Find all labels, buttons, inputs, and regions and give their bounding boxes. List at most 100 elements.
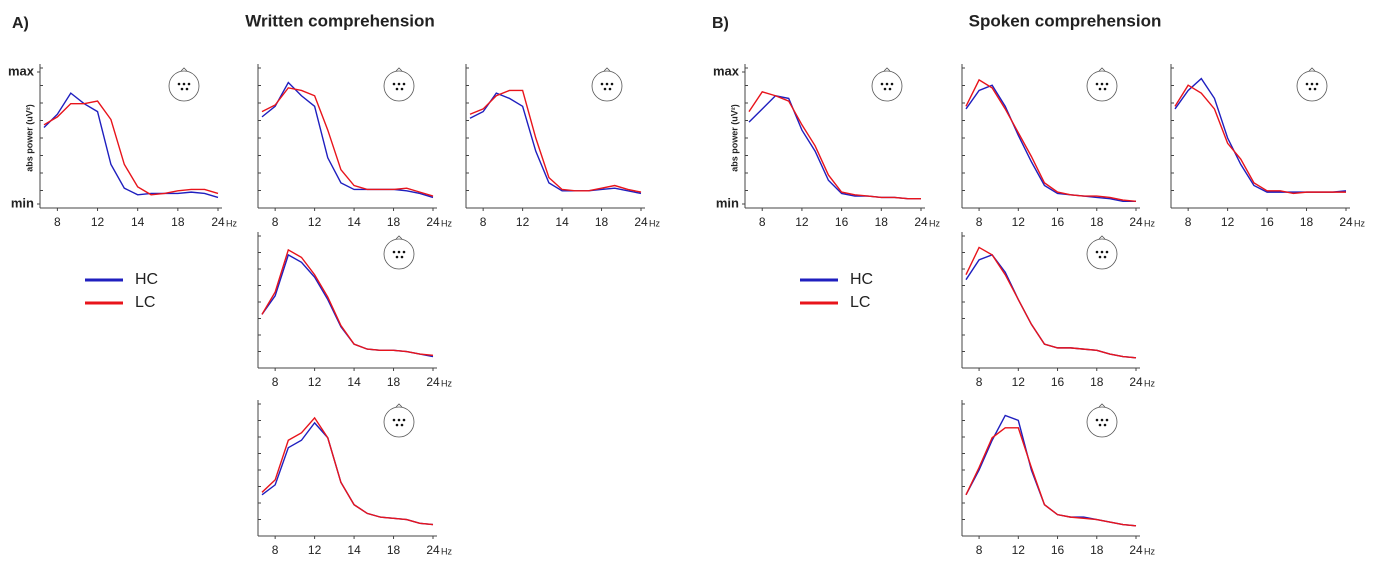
line-series xyxy=(261,253,434,358)
x-tick-label: 16 xyxy=(1051,543,1065,557)
x-tick-label: 8 xyxy=(272,543,279,557)
line-series xyxy=(965,254,1137,359)
scalp-icon xyxy=(383,70,415,102)
x-axis-label: Hz xyxy=(649,218,660,228)
x-tick-label: 12 xyxy=(1012,543,1026,557)
x-tick-label: 16 xyxy=(1260,215,1274,229)
x-tick-label: 12 xyxy=(1221,215,1235,229)
line-series xyxy=(1174,84,1346,195)
scalp-electrode xyxy=(1098,255,1102,259)
line-series xyxy=(469,89,642,193)
scalp-electrode xyxy=(1308,87,1312,91)
x-axis-label: Hz xyxy=(441,378,452,388)
x-tick-label: 24 xyxy=(1339,215,1353,229)
x-tick-label: 18 xyxy=(595,215,609,229)
scalp-electrode xyxy=(1105,250,1109,254)
x-axis-label: Hz xyxy=(1144,378,1155,388)
x-tick-label: 24 xyxy=(914,215,928,229)
x-tick-label: 24 xyxy=(1129,375,1143,389)
scalp-electrode xyxy=(400,87,404,91)
x-tick-label: 16 xyxy=(1051,215,1065,229)
x-axis-label: Hz xyxy=(226,218,237,228)
scalp-electrode xyxy=(1100,250,1104,254)
x-axis-label: Hz xyxy=(441,218,452,228)
panel-title: Spoken comprehension xyxy=(969,11,1162,30)
scalp-nose xyxy=(180,67,188,72)
x-tick-label: 18 xyxy=(387,375,401,389)
scalp-electrode xyxy=(600,82,604,86)
x-axis-label: Hz xyxy=(441,546,452,556)
x-tick-label: 14 xyxy=(347,543,361,557)
x-tick-label: 18 xyxy=(875,215,889,229)
x-tick-label: 8 xyxy=(976,215,983,229)
line-series xyxy=(1174,77,1347,193)
scalp-electrode xyxy=(182,82,186,86)
x-tick-label: 8 xyxy=(272,215,279,229)
scalp-electrode xyxy=(1105,82,1109,86)
scalp-electrode xyxy=(402,250,406,254)
x-tick-label: 8 xyxy=(759,215,766,229)
scalp-electrode xyxy=(397,82,401,86)
x-tick-label: 8 xyxy=(272,375,279,389)
scalp-icon xyxy=(383,238,415,270)
x-tick-label: 24 xyxy=(634,215,648,229)
x-tick-label: 12 xyxy=(795,215,809,229)
scalp-electrode xyxy=(395,423,399,427)
y-tick-label: min xyxy=(11,195,34,210)
scalp-icon xyxy=(1086,70,1118,102)
line-series xyxy=(261,248,434,357)
scalp-electrode xyxy=(1098,87,1102,91)
scalp-nose xyxy=(1308,67,1316,72)
x-tick-label: 24 xyxy=(426,543,440,557)
scalp-electrode xyxy=(187,82,191,86)
y-tick-label: max xyxy=(8,63,35,78)
scalp-electrode xyxy=(402,418,406,422)
x-tick-label: 18 xyxy=(387,215,401,229)
legend-label: LC xyxy=(850,294,870,311)
x-tick-label: 24 xyxy=(1129,543,1143,557)
line-series xyxy=(965,246,1137,359)
line-series xyxy=(43,100,219,196)
x-tick-label: 12 xyxy=(516,215,530,229)
legend-label: LC xyxy=(135,294,155,311)
line-series xyxy=(261,87,434,197)
scalp-electrode xyxy=(610,82,614,86)
scalp-nose xyxy=(395,235,403,240)
scalp-icon xyxy=(1086,238,1118,270)
scalp-nose xyxy=(1098,67,1106,72)
line-series xyxy=(261,81,434,199)
scalp-nose xyxy=(603,67,611,72)
scalp-electrode xyxy=(880,82,884,86)
scalp-electrode xyxy=(397,250,401,254)
scalp-electrode xyxy=(395,255,399,259)
scalp-electrode xyxy=(185,87,189,91)
scalp-electrode xyxy=(605,82,609,86)
x-tick-label: 18 xyxy=(171,215,185,229)
scalp-electrode xyxy=(177,82,181,86)
scalp-icon xyxy=(383,406,415,438)
x-tick-label: 14 xyxy=(555,215,569,229)
panel-label: B) xyxy=(712,15,729,32)
legend-label: HC xyxy=(135,271,158,288)
scalp-electrode xyxy=(400,255,404,259)
x-tick-label: 12 xyxy=(91,215,105,229)
line-series xyxy=(748,90,921,200)
x-axis-label: Hz xyxy=(1354,218,1365,228)
scalp-icon xyxy=(1086,406,1118,438)
scalp-electrode xyxy=(402,82,406,86)
x-tick-label: 8 xyxy=(480,215,487,229)
scalp-electrode xyxy=(1095,82,1099,86)
x-tick-label: 14 xyxy=(131,215,145,229)
scalp-electrode xyxy=(392,82,396,86)
x-tick-label: 18 xyxy=(1300,215,1314,229)
scalp-electrode xyxy=(1313,87,1317,91)
x-tick-label: 12 xyxy=(308,375,322,389)
x-tick-label: 8 xyxy=(54,215,61,229)
scalp-electrode xyxy=(888,87,892,91)
x-tick-label: 16 xyxy=(835,215,849,229)
line-series xyxy=(965,78,1137,203)
scalp-nose xyxy=(395,67,403,72)
scalp-nose xyxy=(1098,403,1106,408)
scalp-electrode xyxy=(397,418,401,422)
y-tick-label: max xyxy=(713,63,740,78)
